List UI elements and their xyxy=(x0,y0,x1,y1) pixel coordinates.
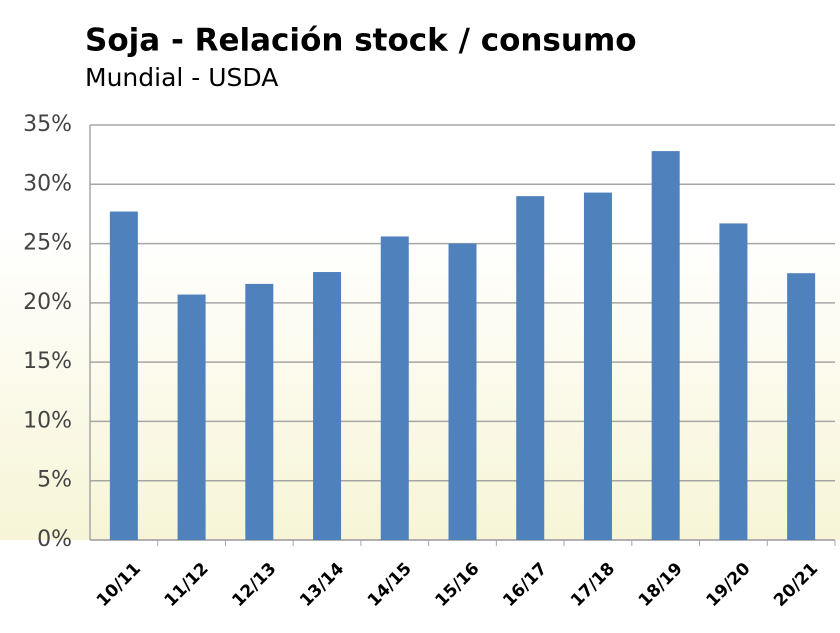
bar xyxy=(651,151,680,541)
x-tick-label: 11/12 xyxy=(161,559,213,611)
x-tick-label: 10/11 xyxy=(93,559,145,611)
x-tick-label: 15/16 xyxy=(432,559,484,611)
bar xyxy=(516,196,545,540)
chart-title: Soja - Relación stock / consumo xyxy=(85,23,637,59)
y-tick-label: 5% xyxy=(37,468,72,493)
bar xyxy=(109,211,138,541)
x-tick-label: 18/19 xyxy=(635,559,687,611)
y-tick-label: 25% xyxy=(23,231,72,256)
y-tick-label: 0% xyxy=(37,527,72,552)
x-tick-label: 17/18 xyxy=(567,559,619,611)
x-tick-label: 12/13 xyxy=(228,559,280,611)
x-tick-label: 20/21 xyxy=(770,559,822,611)
bar xyxy=(380,236,409,540)
y-tick-label: 20% xyxy=(23,290,72,315)
y-tick-label: 15% xyxy=(23,349,72,374)
bar xyxy=(313,272,342,540)
y-tick-label: 10% xyxy=(23,408,72,433)
x-tick-label: 16/17 xyxy=(499,559,551,611)
chart-subtitle: Mundial - USDA xyxy=(85,63,278,92)
y-tick-label: 30% xyxy=(23,171,72,196)
bar xyxy=(719,223,748,540)
x-tick-label: 14/15 xyxy=(364,559,416,611)
plot-background xyxy=(0,100,840,540)
x-tick-label: 13/14 xyxy=(296,559,348,611)
bar xyxy=(245,283,274,540)
bar xyxy=(583,192,612,541)
bar xyxy=(177,294,206,540)
bar xyxy=(787,273,816,540)
bar xyxy=(448,243,477,541)
x-tick-label: 19/20 xyxy=(702,559,754,611)
y-tick-label: 35% xyxy=(23,112,72,137)
